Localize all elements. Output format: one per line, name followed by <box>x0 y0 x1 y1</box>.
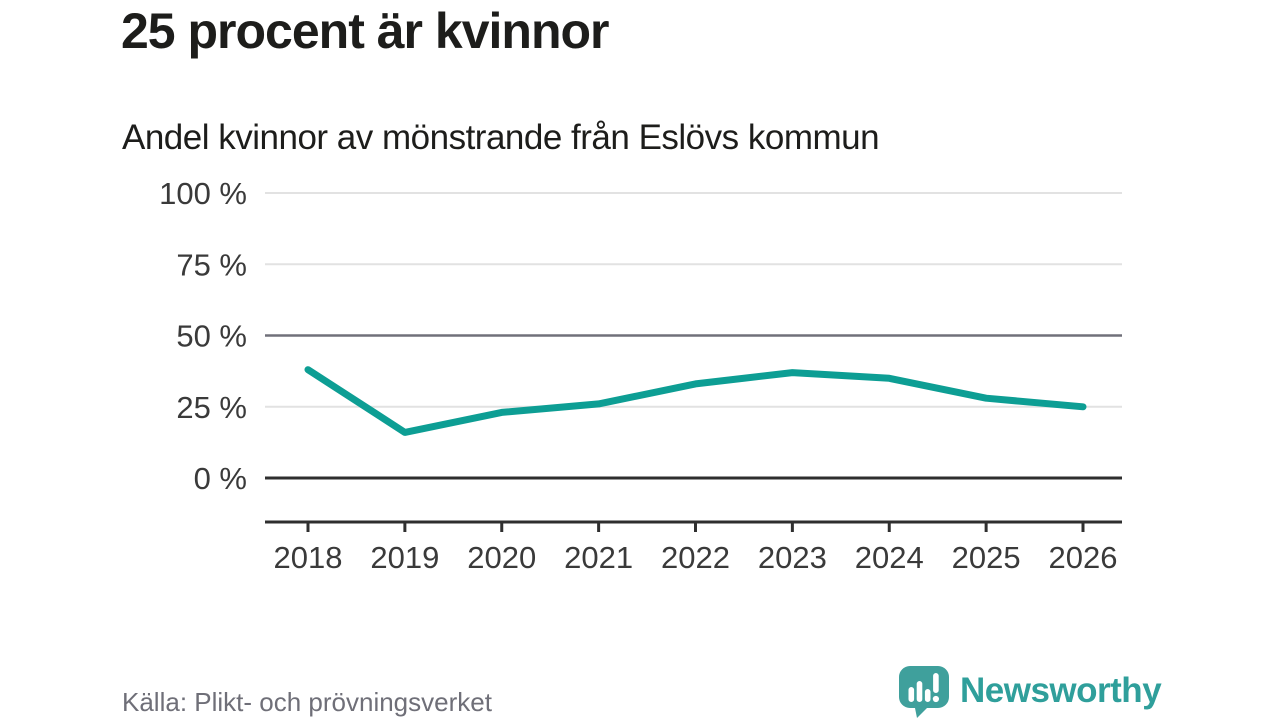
chart-title: 25 procent är kvinnor <box>121 3 609 59</box>
newsworthy-logo: Newsworthy <box>897 664 1162 718</box>
y-tick-label: 0 % <box>194 461 247 496</box>
x-tick-label: 2025 <box>952 540 1021 575</box>
x-tick-label: 2022 <box>661 540 730 575</box>
y-tick-label: 100 % <box>159 176 247 211</box>
newsworthy-logo-text: Newsworthy <box>960 671 1162 710</box>
newsworthy-logo-icon <box>899 666 949 718</box>
chart-subtitle: Andel kvinnor av mönstrande från Eslövs … <box>122 118 880 157</box>
y-tick-label: 25 % <box>176 390 247 425</box>
x-tick-label: 2020 <box>467 540 536 575</box>
data-line-Andel kvinnor av mönstrande <box>304 366 1087 436</box>
x-tick-label: 2019 <box>370 540 439 575</box>
y-tick-label: 75 % <box>176 247 247 282</box>
source-note: Källa: Plikt- och prövningsverket <box>122 687 492 717</box>
x-tick-label: 2021 <box>564 540 633 575</box>
x-tick-label: 2024 <box>855 540 924 575</box>
y-tick-label: 50 % <box>176 319 247 354</box>
x-tick-label: 2018 <box>274 540 343 575</box>
x-tick-label: 2023 <box>758 540 827 575</box>
x-tick-label: 2026 <box>1049 540 1118 575</box>
